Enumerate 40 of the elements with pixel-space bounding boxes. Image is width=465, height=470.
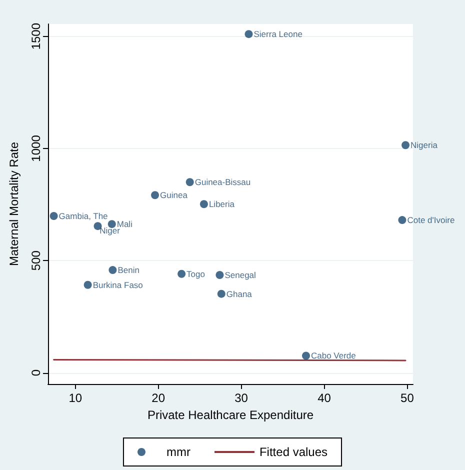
x-tick-label: 40	[318, 391, 332, 405]
point	[216, 270, 224, 279]
x-tick-label: 10	[68, 391, 82, 405]
y-tick-label: 1000	[29, 134, 43, 162]
point	[200, 200, 208, 208]
point	[84, 280, 92, 289]
legend-label: Fitted values	[259, 445, 328, 459]
point	[217, 290, 226, 298]
data-label: Liberia	[208, 199, 235, 210]
y-axis-title: Maternal Mortality Rate	[7, 142, 21, 266]
data-label: Sierra Leone	[254, 29, 303, 40]
data-label: Cote d'Ivoire	[407, 215, 455, 226]
point	[151, 191, 160, 200]
data-label: Togo	[186, 268, 206, 279]
point	[244, 30, 253, 38]
x-tick-label: 30	[234, 391, 248, 405]
point	[402, 141, 410, 150]
data-label: Nigeria	[410, 140, 438, 150]
data-label: Cabo Verde	[310, 350, 356, 361]
y-tick-label: 0	[29, 369, 43, 376]
point	[50, 212, 58, 220]
data-label: Burkina Faso	[92, 280, 144, 290]
point	[186, 178, 194, 186]
legend-label: mmr	[166, 445, 190, 459]
data-label: Guinea-Bissau	[194, 177, 251, 188]
point	[178, 270, 186, 278]
x-axis-title: Private Healthcare Expenditure	[147, 408, 314, 422]
point	[398, 216, 406, 224]
y-tick-label: 500	[29, 250, 43, 271]
data-label: Benin	[118, 265, 140, 276]
data-label: Senegal	[224, 270, 256, 280]
point	[94, 222, 102, 230]
x-tick-label: 50	[400, 391, 414, 405]
data-label: Gambia, The	[58, 211, 108, 221]
x-tick-label: 20	[152, 391, 166, 405]
y-tick-label: 1500	[29, 22, 43, 50]
point	[302, 352, 310, 360]
data-label: Guinea	[160, 190, 188, 200]
point	[108, 266, 117, 274]
data-label: Ghana	[226, 288, 252, 299]
